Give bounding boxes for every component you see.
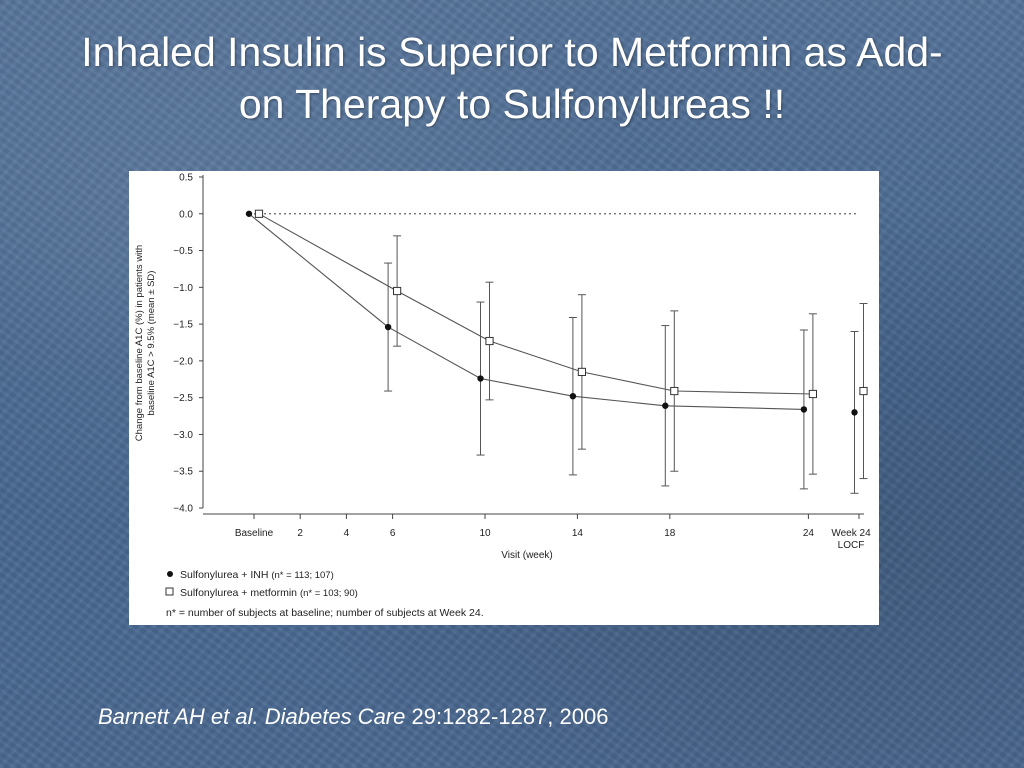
legend-marker-metformin	[165, 587, 174, 596]
data-point	[393, 286, 402, 296]
y-tick-label: −3.5	[173, 467, 193, 478]
y-tick-label: −0.5	[173, 246, 193, 257]
data-point	[577, 367, 586, 377]
legend-label-metformin: Sulfonylurea + metformin (n* = 103; 90)	[180, 587, 358, 599]
y-tick-label: −2.0	[173, 356, 193, 367]
slide-title-line-1: Inhaled Insulin is Superior to Metformin…	[81, 29, 943, 75]
legend-marker-inh	[167, 571, 173, 577]
data-point	[485, 336, 494, 346]
x-tick-label: 10	[479, 528, 491, 539]
y-tick-label: −2.5	[173, 393, 193, 404]
x-tick-label: Week 24	[831, 528, 871, 539]
y-axis-title-line-2: baseline A1C > 9.5% (mean ± SD)	[146, 271, 157, 416]
data-point	[851, 409, 858, 416]
x-tick-label: 4	[344, 528, 350, 539]
slide-title: Inhaled Insulin is Superior to Metformin…	[0, 26, 1024, 130]
legend-label-inh: Sulfonylurea + INH (n* = 113; 107)	[180, 569, 334, 581]
data-point	[808, 389, 817, 399]
data-point	[254, 209, 264, 218]
citation-journal: Diabetes Care	[264, 704, 406, 729]
citation: Barnett AH et al. Diabetes Care 29:1282-…	[98, 704, 608, 730]
x-axis-title: Visit (week)	[501, 550, 553, 561]
x-tick-label: 24	[803, 528, 815, 539]
x-tick-label: 14	[572, 528, 584, 539]
legend-n-note-inh: (n* = 113; 107)	[271, 570, 333, 581]
y-tick-label: −1.5	[173, 320, 193, 331]
x-tick-label: 2	[297, 528, 303, 539]
a1c-change-chart: 0.5 0.0 −0.5 −1.0 −1.5 −2.0 −2.5 −3.0 −3.5 −4.0 Ba…	[134, 173, 871, 620]
chart-legend: Sulfonylurea + INH (n* = 113; 107) Sulfon…	[165, 569, 484, 619]
series-line	[258, 213, 813, 395]
series-sulfonylurea-metformin	[254, 209, 868, 480]
data-point	[245, 210, 253, 217]
y-tick-label: −1.0	[173, 283, 193, 294]
x-tick-label: Baseline	[235, 528, 274, 539]
legend-n-note-metformin: (n* = 103; 90)	[300, 588, 358, 599]
y-tick-label: −3.0	[173, 430, 193, 441]
citation-details: 29:1282-1287, 2006	[411, 704, 609, 729]
data-point	[477, 375, 484, 382]
data-point	[800, 406, 808, 413]
y-axis-title-line-1: Change from baseline A1C (%) in patients…	[134, 245, 145, 441]
citation-authors: Barnett AH et al.	[98, 704, 259, 729]
chart-figure: 0.5 0.0 −0.5 −1.0 −1.5 −2.0 −2.5 −3.0 −3.5 −4.0 Ba…	[129, 171, 879, 625]
data-point	[859, 386, 868, 396]
y-tick-label: 0.5	[179, 173, 193, 184]
series-sulfonylurea-inh	[245, 210, 859, 494]
chart-series	[245, 209, 868, 494]
x-tick-label: 6	[390, 528, 396, 539]
data-point	[569, 392, 577, 400]
data-point	[662, 402, 669, 409]
data-point	[670, 386, 679, 396]
chart-axes: 0.5 0.0 −0.5 −1.0 −1.5 −2.0 −2.5 −3.0 −3.5 −4.0 Ba…	[134, 173, 871, 562]
y-tick-label: −4.0	[173, 504, 193, 515]
x-tick-label: LOCF	[838, 540, 865, 551]
x-tick-label: 18	[664, 528, 676, 539]
slide-title-line-2: on Therapy to Sulfonylureas !!	[238, 81, 786, 127]
series-line	[248, 213, 804, 410]
data-point	[384, 323, 392, 331]
y-tick-label: 0.0	[179, 209, 193, 220]
chart-footnote: n* = number of subjects at baseline; num…	[166, 607, 484, 619]
